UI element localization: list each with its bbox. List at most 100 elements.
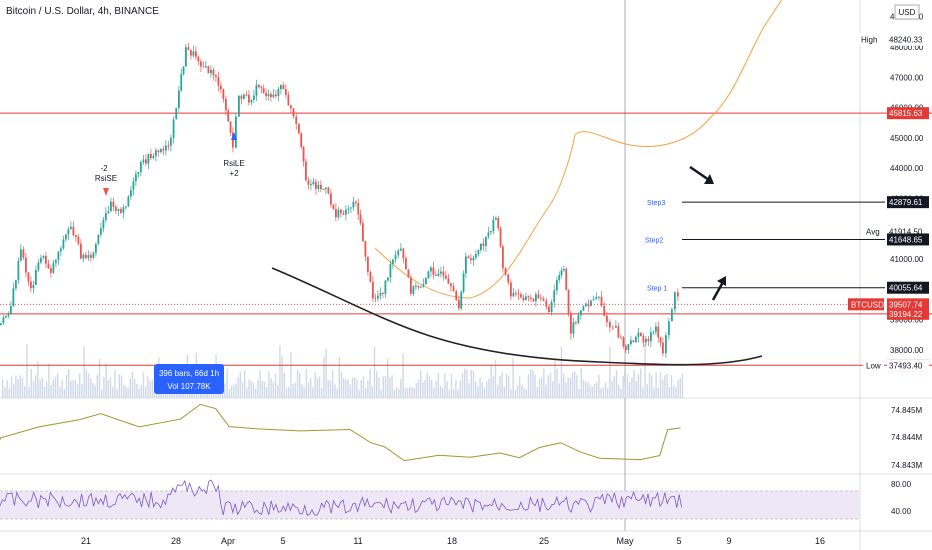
candle-body [10,306,12,314]
volume-bar [349,384,351,398]
candle-body [250,99,253,103]
price-tag-box[interactable] [887,307,929,320]
volume-bar [574,371,576,398]
candle-body [285,89,287,95]
price-tag-box[interactable] [887,107,929,120]
price-tag-box[interactable] [887,196,929,209]
price-tag-box[interactable] [887,298,929,311]
volume-bar [76,384,79,398]
candle-body [227,110,230,122]
volume-bar [646,384,648,398]
candle-body [357,203,360,215]
price-tick-label: 47000.00 [890,73,924,82]
volume-bar [4,387,6,398]
volume-bar [332,370,334,398]
volume-bar [153,389,156,398]
currency-badge[interactable]: USD [899,8,916,17]
candle-body [62,239,65,249]
price-tag-label-box[interactable] [863,359,884,372]
volume-bar [120,375,123,398]
candle-body [657,326,660,338]
price-tag-label-box[interactable] [858,33,884,46]
candle-body [492,219,495,231]
volume-bar [657,387,659,398]
price-tag-label-box[interactable] [863,225,884,238]
candle-body [65,234,67,240]
volume-bar [343,378,345,398]
price-tag-box[interactable] [887,233,929,246]
candle-body [122,207,125,213]
time-axis[interactable]: 21 28 Apr 5 11 18 25 May 5 9 16 [81,536,825,546]
indicator2-tick: 40.00 [891,507,912,516]
volume-bar [664,375,666,398]
volume-bar [633,370,635,398]
volume-bar [604,382,607,398]
volume-bar [24,386,26,398]
volume-bar [547,375,549,398]
volume-bar [565,382,567,398]
price-tick-label: 41000.00 [890,255,924,264]
volume-bar [479,377,481,398]
range-info-box[interactable] [154,364,224,394]
price-tag-box[interactable] [887,281,929,294]
volume-bar [499,376,501,398]
candle-body [105,213,107,220]
volume-bar [497,384,499,398]
indicator-panes: 74.845M 74.844M 74.843M 80.00 40.00 [0,403,922,520]
volume-bar [536,387,538,398]
volume-bar [13,383,15,398]
volume-bar [70,380,72,398]
volume-bar [384,376,387,398]
candle-body [612,327,614,329]
candle-body [260,87,263,89]
candle-body [355,201,357,204]
candle-body [90,255,92,258]
volume-bar [635,381,637,398]
time-tick-label: 16 [815,536,825,546]
indicator1-line [0,403,681,462]
candle-body [615,326,617,328]
volume-bar [593,383,596,398]
candle-body [245,94,248,96]
candle-body [12,288,15,307]
volume-bar [272,382,274,398]
candle-body [258,84,260,88]
price-axis[interactable]: 49000.0048000.0047000.0046000.0045000.00… [848,13,929,372]
candle-body [495,218,497,220]
volume-bar [98,359,101,398]
candle-body [102,219,105,229]
volume-bar [268,371,270,398]
volume-bar [431,379,433,398]
candle-body [320,184,322,190]
candle-body [665,335,667,354]
candle-body [535,294,537,302]
volume-bar [235,383,237,398]
volume-bar [611,381,613,398]
volume-bar [279,345,281,398]
candle-body [292,108,295,117]
volume-bar [455,380,457,398]
candle-body [515,292,517,294]
volume-bar [532,370,534,398]
candle-body [462,273,465,292]
price-tag-box[interactable] [887,33,929,46]
volume-bar [138,388,140,398]
candle-body [674,292,676,310]
volume-bar [292,383,294,398]
candle-body [650,332,652,342]
candle-body [558,275,561,281]
candle-body [405,258,407,270]
volume-bar [618,384,620,398]
price-tag-box[interactable] [887,359,929,372]
volume-bar [147,376,149,398]
volume-bar [395,387,398,398]
candle-body [255,84,258,96]
price-tag-value: 48240.33 [889,36,923,45]
volume-bar [261,381,263,398]
currency-badge-box[interactable] [894,4,920,20]
volume-bar [46,382,48,398]
candle-body [185,47,187,67]
price-tag-label-box[interactable] [848,298,884,311]
candle-body [432,267,435,275]
